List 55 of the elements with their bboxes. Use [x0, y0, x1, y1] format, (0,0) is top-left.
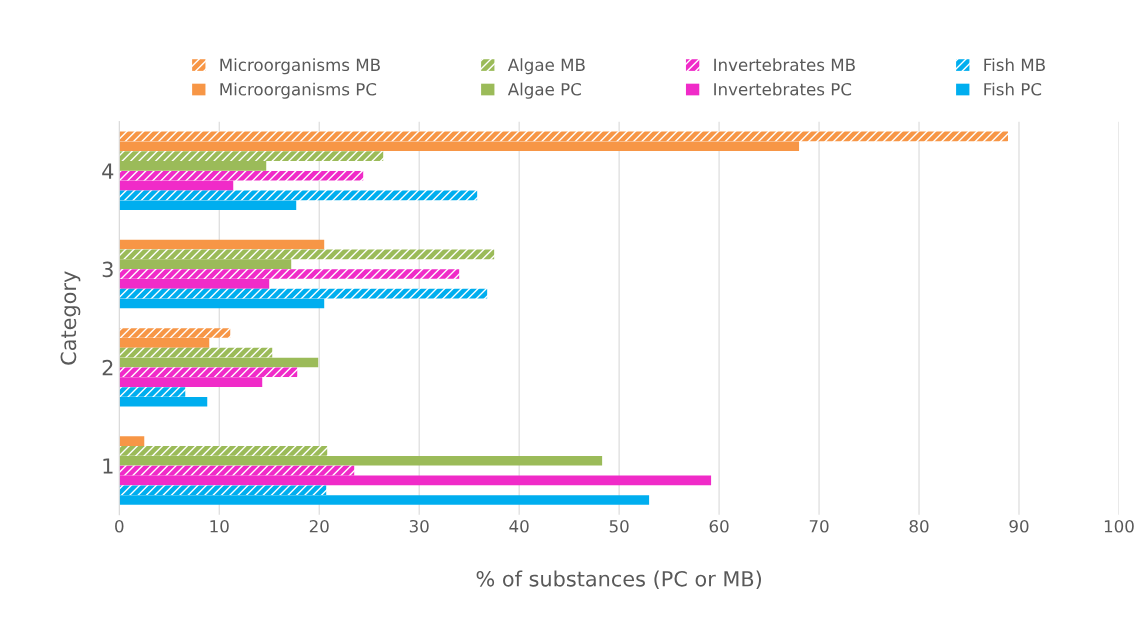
bar: [119, 259, 292, 269]
legend-label: Microorganisms PC: [220, 82, 377, 99]
x-tick-label: 60: [709, 519, 729, 533]
bar: [119, 190, 478, 201]
legend-label: Fish PC: [984, 82, 1042, 96]
bar: [119, 141, 800, 152]
bar: [119, 347, 273, 358]
bar: [119, 279, 270, 289]
bar: [119, 367, 298, 378]
bar: [119, 337, 210, 348]
y-tick-label: 4: [102, 163, 114, 179]
bar: [119, 377, 263, 387]
bar: [119, 180, 234, 191]
bar: [119, 446, 328, 456]
bar: [119, 485, 327, 496]
legend-label: Fish MB: [984, 58, 1045, 72]
bar: [119, 200, 297, 211]
x-tick-label: 70: [809, 519, 829, 533]
bar: [119, 131, 1008, 142]
legend-label: Algae PC: [507, 82, 581, 99]
bar: [119, 298, 325, 309]
x-tick-label: 30: [409, 519, 429, 533]
x-axis-title: % of substances (PC or MB): [476, 570, 761, 590]
x-tick-label: 40: [509, 519, 529, 533]
bar: [119, 436, 145, 446]
bar: [119, 269, 460, 279]
x-tick-label: 50: [609, 519, 629, 533]
y-tick-label: 1: [103, 458, 113, 474]
legend-label: Invertebrates MB: [714, 58, 855, 72]
bar: [119, 161, 267, 171]
legend-label: Invertebrates PC: [714, 82, 852, 96]
x-tick-label: 100: [1104, 519, 1134, 533]
bar: [119, 495, 650, 505]
legend-label: Microorganisms MB: [220, 58, 380, 75]
y-tick-label: 2: [102, 359, 113, 376]
bar: [119, 249, 495, 260]
bar: [119, 387, 186, 397]
bar: [119, 151, 384, 161]
x-tick-label: 80: [909, 519, 929, 533]
y-tick-label: 3: [102, 261, 113, 278]
bar: [119, 465, 355, 476]
bar: [119, 239, 325, 250]
y-axis-title: Category: [60, 271, 81, 365]
x-tick-label: 90: [1009, 519, 1029, 533]
bar: [119, 475, 712, 486]
bar: [119, 455, 603, 466]
x-tick-label: 0: [115, 519, 124, 533]
bar: [119, 396, 208, 407]
bar: [119, 328, 231, 338]
x-tick-label: 20: [309, 519, 329, 533]
bar: [119, 288, 488, 299]
bar: [119, 170, 364, 181]
x-tick-label: 10: [210, 519, 229, 533]
legend-label: Algae MB: [507, 58, 585, 75]
bar: [119, 357, 319, 368]
